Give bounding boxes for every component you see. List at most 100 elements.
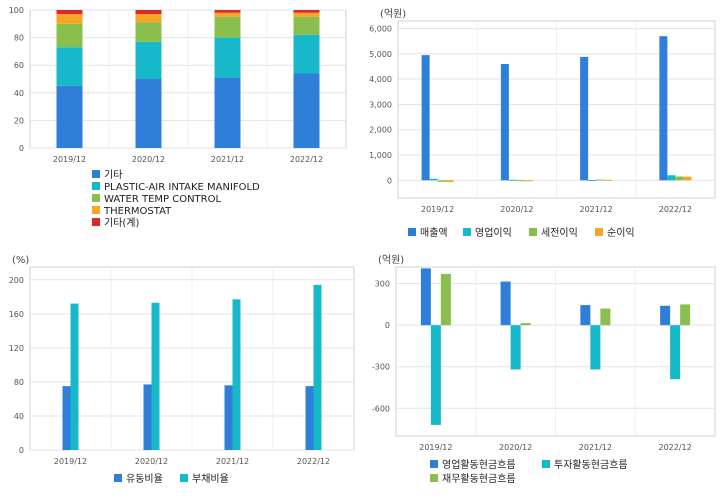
bar-세전이익 — [675, 176, 684, 181]
y-tick-label: 1,000 — [369, 151, 392, 160]
legend-swatch — [430, 474, 438, 482]
y-tick-label: -600 — [372, 404, 390, 413]
bar-THERMOSTAT — [135, 14, 162, 23]
y-tick-label: 3,000 — [369, 100, 392, 109]
x-tick-label: 2022/12 — [659, 443, 692, 452]
legend-label: 매출액 — [420, 227, 448, 239]
x-tick-label: 2020/12 — [132, 155, 165, 164]
bar-유동비율 — [224, 385, 233, 450]
bar-부채비율 — [232, 299, 241, 450]
chart-ratios-svg: 0 40 80 120 160 200 (%) 2019/12 2020/12 2021/12 20… — [9, 255, 355, 485]
y-tick-label: 100 — [9, 6, 24, 15]
bar-순이익 — [524, 180, 533, 182]
legend-swatch — [529, 228, 537, 236]
bar-THERMOSTAT — [214, 12, 241, 17]
y-tick-label: 2,000 — [369, 126, 392, 135]
bar-순이익 — [683, 176, 692, 181]
chart-product-mix-svg: 0 20 40 60 80 100 2019/12 2020/12 2021/12 2022/12… — [9, 6, 347, 229]
x-tick-label: 2019/12 — [421, 205, 454, 214]
bar-매출액 — [580, 56, 589, 181]
x-tick-label: 2020/12 — [135, 457, 168, 466]
bar-기타 — [135, 79, 162, 148]
y-tick-label: 80 — [14, 34, 24, 43]
y-tick-label: 0 — [385, 321, 390, 330]
x-tick-label: 2021/12 — [211, 155, 244, 164]
bar-PLASTIC-AIR INTAKE MANIFOLD — [214, 37, 241, 78]
legend-swatch — [92, 206, 100, 214]
bar-재무활동현금흐름 — [520, 323, 531, 326]
y-tick-label: 60 — [14, 61, 24, 70]
legend-label: 순이익 — [607, 227, 635, 239]
bar-투자활동현금흐름 — [670, 325, 681, 380]
bar-투자활동현금흐름 — [430, 325, 441, 425]
legend-label: 재무활동현금흐름 — [442, 472, 516, 485]
chart-ratios: 0 40 80 120 160 200 (%) 2019/12 2020/12 2021/12 20… — [0, 248, 360, 496]
bar-매출액 — [500, 63, 509, 181]
y-unit-label: (억원) — [380, 8, 406, 20]
bar-영업활동현금흐름 — [580, 305, 591, 326]
legend-swatch — [92, 182, 100, 190]
bar-부채비율 — [151, 302, 160, 450]
bar-재무활동현금흐름 — [440, 273, 451, 326]
bar-영업활동현금흐름 — [500, 281, 511, 326]
bar-영업이익 — [588, 180, 597, 182]
bar-세전이익 — [437, 180, 446, 182]
x-tick-label: 2019/12 — [53, 155, 86, 164]
bar-세전이익 — [596, 179, 605, 181]
y-tick-label: 4,000 — [369, 75, 392, 84]
x-tick-label: 2022/12 — [290, 155, 323, 164]
bar-영업이익 — [508, 179, 517, 181]
bar-매출액 — [659, 36, 668, 181]
bar-영업이익 — [667, 175, 676, 181]
bar-WATER TEMP CONTROL — [56, 23, 83, 48]
y-tick-label: 20 — [14, 116, 24, 125]
bar-PLASTIC-AIR INTAKE MANIFOLD — [293, 34, 320, 74]
y-tick-label: 0 — [387, 176, 392, 185]
y-tick-label: 80 — [14, 378, 24, 387]
y-tick-label: 6,000 — [369, 25, 392, 34]
bar-WATER TEMP CONTROL — [214, 16, 241, 38]
bar-영업활동현금흐름 — [420, 268, 431, 326]
legend-swatch — [92, 194, 100, 202]
legend-swatch — [542, 460, 550, 468]
legend-label: 영업활동현금흐름 — [442, 458, 516, 471]
x-tick-label: 2021/12 — [579, 443, 612, 452]
bar-투자활동현금흐름 — [590, 325, 601, 370]
chart-cashflow-svg: -600 -300 0 300 (억원) 2019/12 2020/12 2021/12 202… — [372, 254, 716, 485]
bar-기타 — [56, 85, 83, 148]
bar-PLASTIC-AIR INTAKE MANIFOLD — [56, 47, 83, 86]
bar-부채비율 — [313, 284, 322, 450]
legend-swatch — [92, 170, 100, 178]
bar-기타 — [214, 77, 241, 148]
legend-swatch — [180, 474, 188, 482]
y-tick-label: 0 — [19, 446, 24, 455]
legend-label: 투자활동현금흐름 — [554, 458, 628, 471]
y-tick-label: 0 — [19, 144, 24, 153]
y-unit-label: (억원) — [378, 254, 404, 266]
legend-swatch — [92, 218, 100, 226]
bar-유동비율 — [62, 386, 71, 450]
y-tick-label: 160 — [9, 310, 24, 319]
bar-기타(계) — [135, 10, 162, 15]
bar-기타(계) — [293, 10, 320, 13]
y-tick-label: 5,000 — [369, 50, 392, 59]
x-tick-label: 2022/12 — [659, 205, 692, 214]
bar-순이익 — [604, 179, 613, 181]
legend-label: 유동비율 — [126, 473, 163, 485]
bar-세전이익 — [516, 180, 525, 182]
bar-부채비율 — [70, 303, 79, 450]
y-unit-label: (%) — [12, 255, 29, 266]
x-tick-label: 2020/12 — [500, 205, 533, 214]
bar-순이익 — [445, 180, 454, 183]
bar-유동비율 — [143, 384, 152, 450]
legend-swatch — [430, 460, 438, 468]
y-tick-label: -300 — [372, 363, 390, 372]
legend-label: PLASTIC-AIR INTAKE MANIFOLD — [104, 182, 260, 193]
bar-기타 — [293, 73, 320, 148]
legend-label: THERMOSTAT — [103, 206, 172, 217]
bar-THERMOSTAT — [293, 12, 320, 17]
chart-product-mix: 0 20 40 60 80 100 2019/12 2020/12 2021/12 2022/12… — [0, 0, 360, 248]
y-tick-label: 120 — [9, 344, 24, 353]
bar-재무활동현금흐름 — [680, 304, 691, 326]
x-tick-label: 2021/12 — [216, 457, 249, 466]
